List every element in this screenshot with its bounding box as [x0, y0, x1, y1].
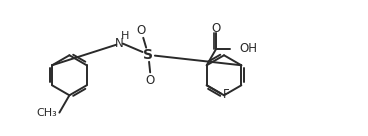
Text: F: F [223, 88, 230, 101]
Text: O: O [212, 22, 221, 35]
Text: CH₃: CH₃ [37, 108, 57, 118]
Text: H: H [120, 31, 129, 41]
Text: S: S [144, 48, 153, 61]
Text: N: N [115, 37, 124, 50]
Text: OH: OH [240, 42, 258, 55]
Text: O: O [145, 73, 155, 86]
Text: O: O [137, 24, 146, 37]
